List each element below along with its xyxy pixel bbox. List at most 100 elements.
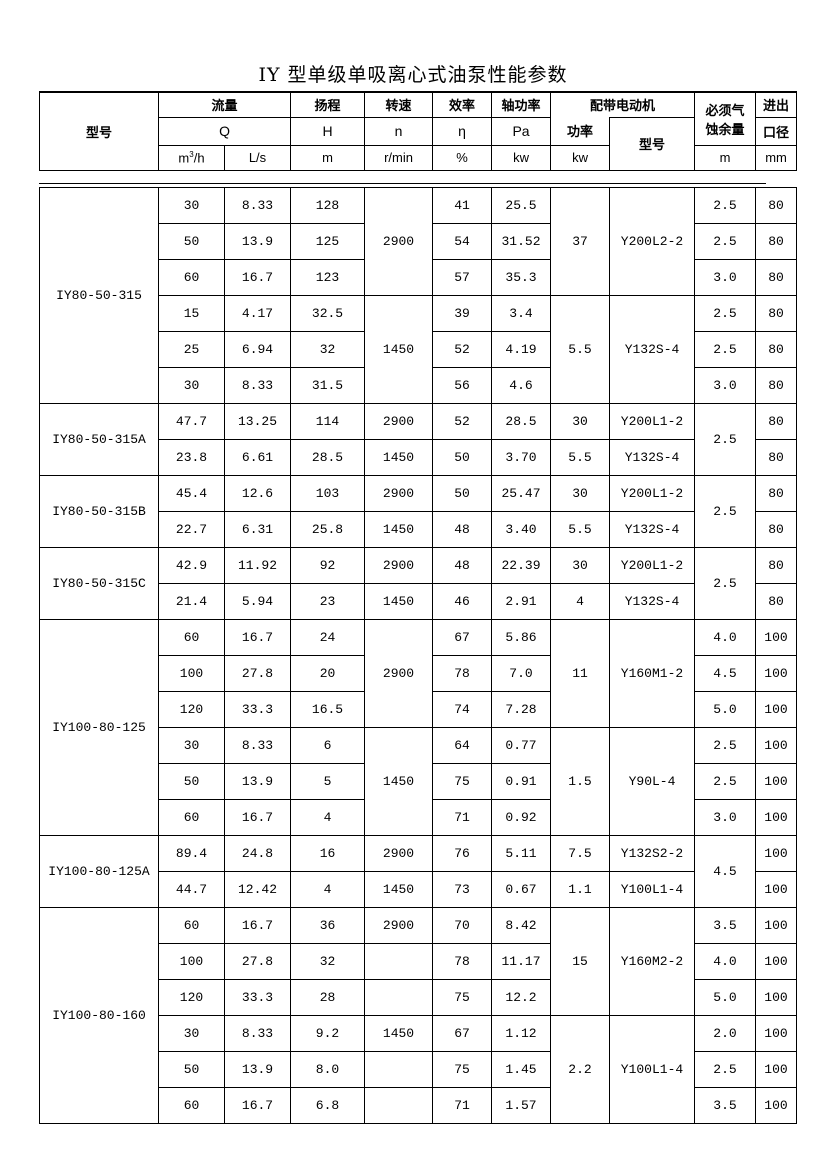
header-head-symbol: H xyxy=(290,116,366,146)
cell-flow-m3h: 60 xyxy=(158,907,225,944)
cell-efficiency: 75 xyxy=(432,979,492,1016)
cell-speed xyxy=(364,1087,433,1124)
cell-flow-m3h: 100 xyxy=(158,655,225,692)
cell-head: 23 xyxy=(290,583,365,620)
cell-head: 28.5 xyxy=(290,439,365,476)
cell-efficiency: 46 xyxy=(432,583,492,620)
cell-npsh: 4.0 xyxy=(694,619,756,656)
cell-npsh: 2.5 xyxy=(694,727,756,764)
cell-motor-power: 30 xyxy=(550,403,610,440)
cell-diameter: 100 xyxy=(755,1051,797,1088)
table-row: IY80-50-315C 42.9 11.92 92 2900 48 22.39 30 Y200… xyxy=(39,547,797,620)
cell-shaft-power: 1.57 xyxy=(491,1087,551,1124)
cell-diameter: 100 xyxy=(755,727,797,764)
cell-efficiency: 50 xyxy=(432,439,492,476)
header-motor-power-unit: kw xyxy=(550,144,611,171)
cell-flow-m3h: 50 xyxy=(158,1051,225,1088)
cell-efficiency: 52 xyxy=(432,403,492,440)
cell-npsh: 3.0 xyxy=(694,367,756,404)
cell-efficiency: 78 xyxy=(432,943,492,980)
cell-diameter: 100 xyxy=(755,1087,797,1124)
cell-head: 114 xyxy=(290,403,365,440)
cell-speed: 1450 xyxy=(364,727,433,836)
cell-diameter: 100 xyxy=(755,943,797,980)
cell-flow-m3h: 89.4 xyxy=(158,835,225,872)
table-row: 50 13.9 8.0 75 1.45 2.5 100 xyxy=(40,1051,797,1088)
table-row: 50 13.9 5 75 0.91 2.5 100 xyxy=(40,763,797,800)
cell-motor-power: 30 xyxy=(550,475,610,512)
cell-flow-ls: 8.33 xyxy=(224,367,291,404)
cell-efficiency: 39 xyxy=(432,295,492,332)
cell-flow-m3h: 45.4 xyxy=(158,475,225,512)
cell-head: 9.2 xyxy=(290,1015,365,1052)
cell-head: 6.8 xyxy=(290,1087,365,1124)
cell-motor-power: 5.5 xyxy=(550,295,610,404)
cell-flow-m3h: 120 xyxy=(158,691,225,728)
cell-flow-m3h: 44.7 xyxy=(158,871,225,908)
cell-efficiency: 70 xyxy=(432,907,492,944)
header-head-unit: m xyxy=(290,144,366,171)
cell-npsh: 5.0 xyxy=(694,979,756,1016)
table-header: 型号 流量 扬程 转速 效率 轴功率 配带电动机 必须气 蚀余量 进出 Q H n… xyxy=(39,91,798,171)
cell-flow-ls: 27.8 xyxy=(224,943,291,980)
cell-flow-ls: 8.33 xyxy=(224,187,291,224)
cell-motor-model: Y132S2-2 xyxy=(609,835,695,872)
cell-diameter: 80 xyxy=(755,295,797,332)
cell-shaft-power: 3.4 xyxy=(491,295,551,332)
cell-npsh: 3.5 xyxy=(694,1087,756,1124)
cell-flow-m3h: 50 xyxy=(158,763,225,800)
cell-motor-model: Y200L2-2 xyxy=(609,187,695,296)
data-table: IY80-50-315 30 8.33 128 2900 41 25.5 37 Y200L2-2… xyxy=(39,187,797,1124)
header-shaft-unit: kw xyxy=(491,144,552,171)
cell-speed: 1450 xyxy=(364,511,433,548)
cell-shaft-power: 7.0 xyxy=(491,655,551,692)
cell-flow-m3h: 22.7 xyxy=(158,511,225,548)
table-row: 100 27.8 32 78 11.17 4.0 100 xyxy=(40,943,797,980)
cell-speed: 1450 xyxy=(364,583,433,620)
cell-shaft-power: 5.11 xyxy=(491,835,551,872)
header-head: 扬程 xyxy=(290,91,366,118)
cell-efficiency: 75 xyxy=(432,763,492,800)
cell-npsh: 4.5 xyxy=(694,655,756,692)
header-diameter-line1: 进出 xyxy=(755,91,798,118)
cell-speed xyxy=(364,979,433,1016)
cell-shaft-power: 2.91 xyxy=(491,583,551,620)
header-efficiency-unit: % xyxy=(432,144,493,171)
cell-npsh: 5.0 xyxy=(694,691,756,728)
cell-diameter: 80 xyxy=(755,583,797,620)
cell-diameter: 80 xyxy=(755,259,797,296)
cell-shaft-power: 11.17 xyxy=(491,943,551,980)
cell-head: 25.8 xyxy=(290,511,365,548)
cell-head: 32.5 xyxy=(290,295,365,332)
cell-flow-ls: 8.33 xyxy=(224,1015,291,1052)
cell-diameter: 80 xyxy=(755,547,797,584)
cell-motor-model: Y90L-4 xyxy=(609,727,695,836)
cell-speed: 2900 xyxy=(364,907,433,944)
cell-speed: 1450 xyxy=(364,1015,433,1052)
separator-line xyxy=(39,183,766,184)
cell-npsh: 2.5 xyxy=(694,403,756,476)
cell-head: 5 xyxy=(290,763,365,800)
cell-flow-ls: 33.3 xyxy=(224,979,291,1016)
cell-shaft-power: 0.77 xyxy=(491,727,551,764)
cell-flow-m3h: 60 xyxy=(158,799,225,836)
cell-shaft-power: 25.5 xyxy=(491,187,551,224)
table-row: 15 4.17 32.5 1450 39 3.4 5.5 Y132S-4 2.5 80 xyxy=(40,295,797,404)
cell-head: 125 xyxy=(290,223,365,260)
cell-flow-m3h: 23.8 xyxy=(158,439,225,476)
header-npsh-line1: 必须气 xyxy=(705,103,745,119)
cell-motor-power: 30 xyxy=(550,547,610,584)
header-npsh-line2: 蚀余量 xyxy=(705,122,745,138)
table-row: 30 8.33 31.5 56 4.6 3.0 80 xyxy=(40,367,797,404)
cell-diameter: 100 xyxy=(755,799,797,836)
cell-flow-ls: 11.92 xyxy=(224,547,291,584)
cell-flow-ls: 4.17 xyxy=(224,295,291,332)
cell-flow-ls: 27.8 xyxy=(224,655,291,692)
cell-diameter: 80 xyxy=(755,403,797,440)
cell-flow-ls: 16.7 xyxy=(224,1087,291,1124)
cell-flow-ls: 16.7 xyxy=(224,619,291,656)
header-flow-symbol: Q xyxy=(157,116,292,146)
cell-flow-ls: 16.7 xyxy=(224,259,291,296)
cell-speed: 2900 xyxy=(364,475,433,512)
cell-shaft-power: 0.91 xyxy=(491,763,551,800)
